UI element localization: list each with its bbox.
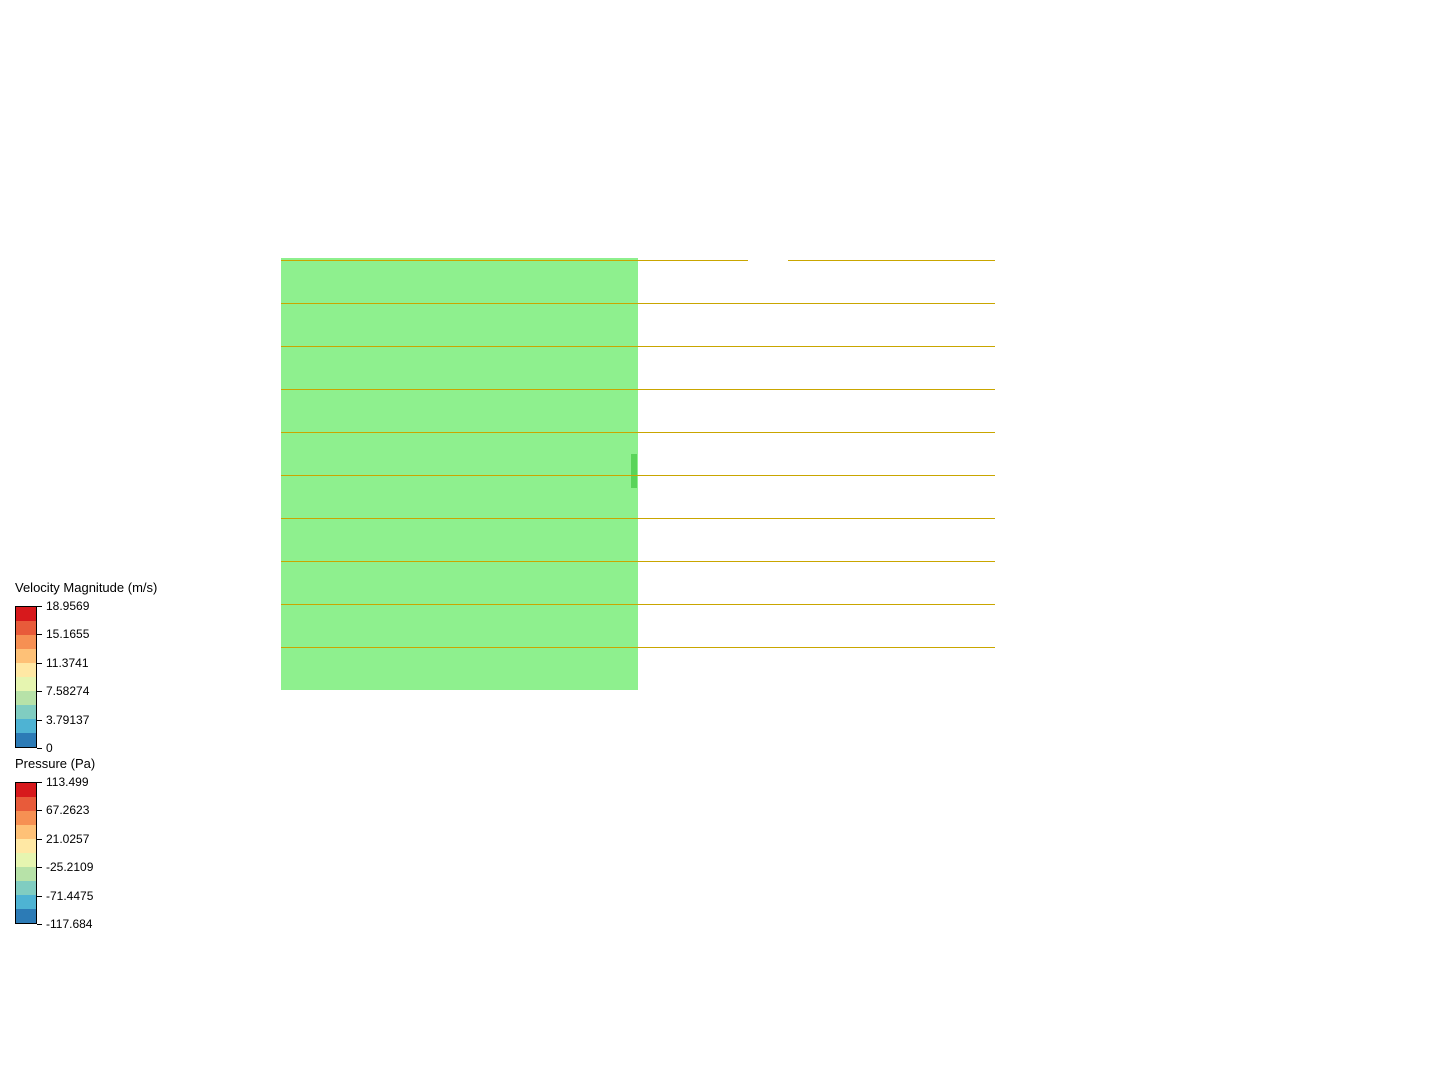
pressure-colorbar-band xyxy=(16,881,36,895)
streamline xyxy=(281,303,638,304)
velocity-colorbar-tick-label: 7.58274 xyxy=(46,684,89,698)
pressure-colorbar-tick-label: -71.4475 xyxy=(46,889,93,903)
pressure-colorbar-band xyxy=(16,909,36,923)
streamline xyxy=(281,561,638,562)
pressure-colorbar xyxy=(15,782,37,924)
pressure-colorbar-tick xyxy=(37,782,42,783)
velocity-colorbar-band xyxy=(16,677,36,691)
streamline xyxy=(281,604,638,605)
streamline xyxy=(281,475,638,476)
pressure-colorbar-tick-label: 21.0257 xyxy=(46,832,89,846)
pressure-colorbar-tick xyxy=(37,810,42,811)
flow-region xyxy=(281,258,638,690)
pressure-legend-title: Pressure (Pa) xyxy=(15,756,95,771)
velocity-colorbar-tick-label: 3.79137 xyxy=(46,713,89,727)
streamline xyxy=(638,475,995,476)
pressure-colorbar-band xyxy=(16,895,36,909)
pressure-colorbar-band xyxy=(16,867,36,881)
velocity-colorbar-tick xyxy=(37,720,42,721)
velocity-colorbar-tick xyxy=(37,691,42,692)
pressure-colorbar-band xyxy=(16,839,36,853)
streamline xyxy=(281,432,638,433)
velocity-colorbar-tick-label: 15.1655 xyxy=(46,627,89,641)
velocity-colorbar-band xyxy=(16,705,36,719)
pressure-colorbar-tick xyxy=(37,896,42,897)
velocity-colorbar-band xyxy=(16,607,36,621)
velocity-colorbar-tick xyxy=(37,634,42,635)
velocity-colorbar-band xyxy=(16,691,36,705)
velocity-colorbar-band xyxy=(16,733,36,747)
velocity-colorbar-band xyxy=(16,621,36,635)
pressure-colorbar-band xyxy=(16,797,36,811)
pressure-colorbar-tick-label: -25.2109 xyxy=(46,860,93,874)
pressure-colorbar-band xyxy=(16,811,36,825)
streamline xyxy=(281,260,638,261)
velocity-colorbar-tick-label: 18.9569 xyxy=(46,599,89,613)
pressure-colorbar-tick-label: 113.499 xyxy=(46,775,89,789)
velocity-colorbar-tick xyxy=(37,663,42,664)
streamline xyxy=(638,346,995,347)
visualization-canvas: Velocity Magnitude (m/s) 18.9569 15.1655 11… xyxy=(0,0,1440,1080)
pressure-colorbar-tick-label: 67.2623 xyxy=(46,803,89,817)
velocity-colorbar-band xyxy=(16,635,36,649)
pressure-colorbar-tick-label: -117.684 xyxy=(46,917,92,931)
streamline xyxy=(638,561,995,562)
velocity-colorbar-band xyxy=(16,649,36,663)
velocity-colorbar-tick-label: 0 xyxy=(46,741,53,755)
velocity-colorbar xyxy=(15,606,37,748)
velocity-colorbar-band xyxy=(16,663,36,677)
pressure-colorbar-tick xyxy=(37,924,42,925)
streamline xyxy=(281,518,638,519)
streamline xyxy=(638,432,995,433)
streamline xyxy=(638,260,748,261)
flow-field xyxy=(280,257,996,691)
flow-accent xyxy=(631,454,637,488)
streamline xyxy=(638,604,995,605)
streamline xyxy=(638,389,995,390)
velocity-colorbar-tick-label: 11.3741 xyxy=(46,656,89,670)
pressure-colorbar-band xyxy=(16,825,36,839)
pressure-colorbar-tick xyxy=(37,867,42,868)
streamline xyxy=(638,647,995,648)
velocity-colorbar-band xyxy=(16,719,36,733)
streamline xyxy=(281,647,638,648)
streamline xyxy=(638,518,995,519)
velocity-colorbar-tick xyxy=(37,748,42,749)
velocity-colorbar-tick xyxy=(37,606,42,607)
streamline xyxy=(281,389,638,390)
pressure-colorbar-band xyxy=(16,783,36,797)
velocity-legend-title: Velocity Magnitude (m/s) xyxy=(15,580,157,595)
streamline xyxy=(281,346,638,347)
pressure-colorbar-band xyxy=(16,853,36,867)
streamline xyxy=(638,303,995,304)
pressure-colorbar-tick xyxy=(37,839,42,840)
streamline xyxy=(788,260,995,261)
